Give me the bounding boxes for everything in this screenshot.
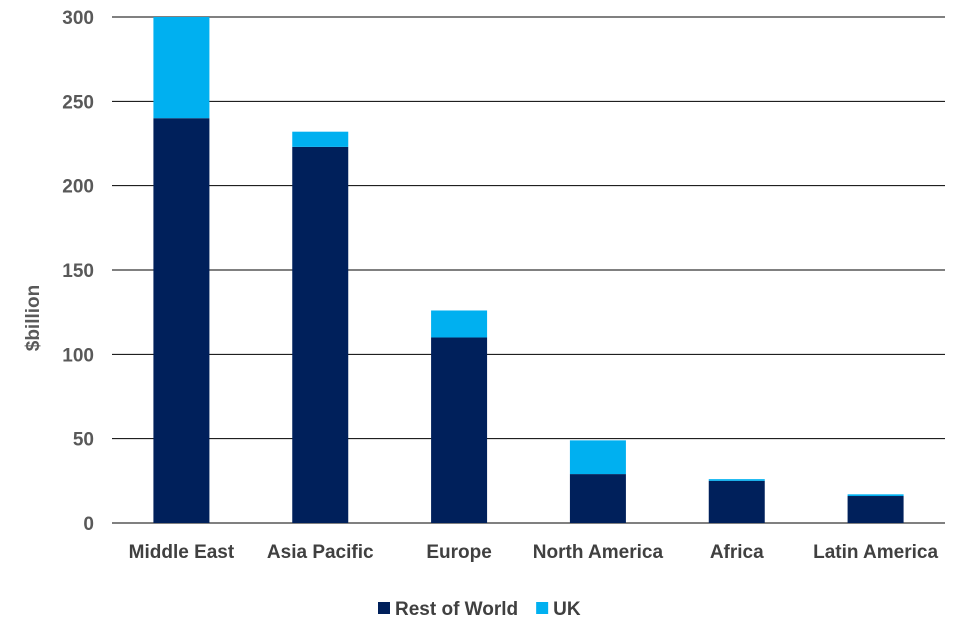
legend: Rest of World UK <box>378 599 581 620</box>
bar-latin-america-uk <box>847 494 904 497</box>
bar-middle-east-uk <box>153 17 210 119</box>
x-category-label: Middle East <box>129 542 235 563</box>
bar-europe-uk <box>431 310 488 338</box>
y-tick-label: 300 <box>62 8 94 29</box>
y-axis-title: $billion <box>23 285 44 352</box>
legend-label: UK <box>553 599 581 620</box>
bar-asia-pacific-rest-of-world <box>292 146 349 523</box>
x-axis-categories: Middle East Asia Pacific Europe North Ameri… <box>129 542 939 563</box>
legend-swatch-uk <box>536 602 549 614</box>
x-category-label: Europe <box>426 542 491 563</box>
bar-africa-uk <box>708 479 765 481</box>
legend-label: Rest of World <box>395 599 518 620</box>
y-tick-label: 0 <box>83 514 94 535</box>
y-tick-label: 150 <box>62 261 94 282</box>
bar-north-america-rest-of-world <box>569 474 626 523</box>
bar-asia-pacific-uk <box>292 131 349 147</box>
y-tick-label: 200 <box>62 177 94 198</box>
y-tick-label: 50 <box>73 430 94 451</box>
y-axis-ticks: 0 50 100 150 200 250 300 <box>62 8 94 535</box>
gridlines <box>112 16 945 524</box>
legend-swatch-rest-of-world <box>378 602 390 614</box>
x-category-label: Asia Pacific <box>267 542 374 563</box>
x-category-label: Latin America <box>813 542 938 563</box>
bar-africa-rest-of-world <box>708 480 765 523</box>
x-category-label: North America <box>533 542 664 563</box>
bars <box>153 17 904 523</box>
bar-north-america-uk <box>569 440 626 475</box>
bar-europe-rest-of-world <box>431 337 488 523</box>
y-tick-label: 100 <box>62 345 94 366</box>
y-tick-label: 250 <box>62 92 94 113</box>
x-category-label: Africa <box>710 542 764 563</box>
bar-middle-east-rest-of-world <box>153 118 210 523</box>
bar-latin-america-rest-of-world <box>847 496 904 523</box>
